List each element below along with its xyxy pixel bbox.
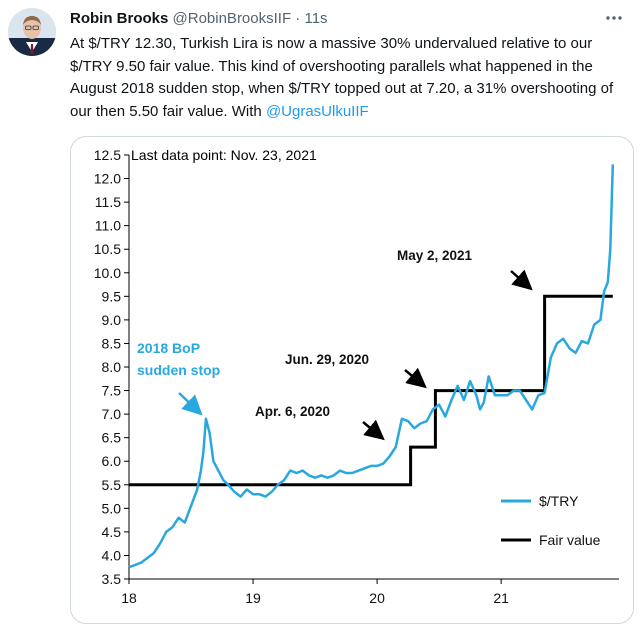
y-tick-label: 11.0 bbox=[95, 218, 121, 234]
y-tick-label: 10.0 bbox=[94, 265, 121, 281]
y-tick-label: 9.5 bbox=[102, 288, 122, 304]
y-tick-label: 6.5 bbox=[102, 430, 122, 446]
y-tick-label: 12.5 bbox=[94, 147, 121, 163]
avatar-image bbox=[8, 8, 56, 56]
plot-area bbox=[128, 164, 615, 569]
annotation-jun-2020: Jun. 29, 2020 bbox=[285, 352, 369, 367]
y-tick-label: 7.0 bbox=[102, 406, 122, 422]
more-horizontal-icon-glyph bbox=[606, 16, 622, 20]
y-tick-label: 5.0 bbox=[102, 500, 122, 516]
author-handle[interactable]: @RobinBrooksIIF bbox=[172, 10, 292, 27]
annotation-bop-line2: sudden stop bbox=[137, 362, 220, 378]
chart-title: Last data point: Nov. 23, 2021 bbox=[131, 147, 317, 163]
y-tick-label: 4.0 bbox=[102, 547, 122, 563]
y-tick-label: 6.0 bbox=[102, 453, 122, 469]
chart-svg: 12.5 12.0 11.5 11.0 10.5 10.0 9.5 9.0 8.5 8.0 7.5 7… bbox=[94, 147, 619, 606]
x-tick-label: 20 bbox=[369, 590, 385, 606]
y-tick-label: 11.5 bbox=[95, 194, 121, 210]
separator-dot: · bbox=[295, 10, 301, 27]
y-tick-label: 10.5 bbox=[94, 241, 121, 257]
annotation-apr-arrow bbox=[362, 419, 385, 441]
y-tick-label: 9.0 bbox=[102, 312, 122, 328]
series-fair-value bbox=[129, 294, 613, 487]
annotation-apr-2020: Apr. 6, 2020 bbox=[255, 404, 330, 419]
annotation-may-arrow bbox=[510, 269, 533, 291]
y-tick-label: 7.5 bbox=[102, 383, 122, 399]
annotation-bop-arrow bbox=[178, 392, 203, 416]
x-tick-label: 21 bbox=[493, 590, 509, 606]
x-tick-label: 19 bbox=[245, 590, 261, 606]
tweet-text: At $/TRY 12.30, Turkish Lira is now a ma… bbox=[70, 33, 630, 123]
author-name[interactable]: Robin Brooks bbox=[70, 10, 169, 27]
chart-image[interactable]: 12.5 12.0 11.5 11.0 10.5 10.0 9.5 9.0 8.5 8.0 7.5 7… bbox=[70, 136, 634, 624]
tweet-header: Robin Brooks @RobinBrooksIIF · 11s bbox=[70, 9, 328, 29]
avatar[interactable] bbox=[8, 8, 56, 56]
tweet-timestamp[interactable]: 11s bbox=[304, 10, 328, 27]
y-tick-label: 4.5 bbox=[102, 524, 122, 540]
annotation-bop-line1: 2018 BoP bbox=[137, 340, 200, 356]
annotation-jun-arrow bbox=[404, 367, 427, 389]
annotation-may-2021: May 2, 2021 bbox=[397, 248, 473, 263]
legend-label-try: $/TRY bbox=[539, 493, 579, 509]
y-tick-label: 12.0 bbox=[94, 171, 121, 187]
x-axis: 18 19 20 21 bbox=[121, 578, 619, 606]
y-tick-label: 3.5 bbox=[102, 571, 122, 587]
y-tick-label: 5.5 bbox=[102, 477, 122, 493]
series-usd-try bbox=[128, 164, 615, 569]
y-tick-label: 8.5 bbox=[102, 335, 122, 351]
more-horizontal-icon[interactable] bbox=[604, 8, 628, 28]
mention-link[interactable]: @UgrasUlkuIIF bbox=[265, 102, 369, 120]
y-tick-label: 8.0 bbox=[102, 359, 122, 375]
x-tick-label: 18 bbox=[121, 590, 137, 606]
tweet-body: At $/TRY 12.30, Turkish Lira is now a ma… bbox=[70, 35, 614, 120]
legend-label-fair: Fair value bbox=[539, 532, 601, 548]
y-axis: 12.5 12.0 11.5 11.0 10.5 10.0 9.5 9.0 8.5 8.0 7.5 7… bbox=[94, 147, 130, 587]
